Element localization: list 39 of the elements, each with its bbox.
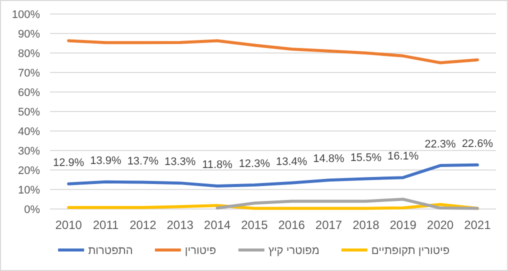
y-tick-label: 30% xyxy=(18,146,40,158)
legend-label: פיטורין xyxy=(184,245,216,257)
x-tick-label: 2017 xyxy=(315,218,342,232)
x-tick-label: 2010 xyxy=(55,218,82,232)
data-label: 13.7% xyxy=(127,155,159,168)
x-tick-label: 2011 xyxy=(92,218,119,232)
x-tick-label: 2013 xyxy=(166,218,194,232)
data-label: 11.8% xyxy=(202,158,233,171)
y-tick-label: 70% xyxy=(18,68,40,80)
data-label: 15.5% xyxy=(350,152,382,164)
y-tick-label: 50% xyxy=(18,106,40,118)
x-tick-label: 2016 xyxy=(278,218,306,232)
data-label: 13.9% xyxy=(90,154,122,167)
data-label: 14.8% xyxy=(313,153,345,166)
y-tick-label: 40% xyxy=(18,126,40,138)
y-tick-label: 20% xyxy=(18,165,40,177)
data-label: 12.3% xyxy=(238,158,270,170)
x-tick-label: 2021 xyxy=(464,218,492,232)
legend-label: פיטורין תקופתיים xyxy=(371,245,450,257)
data-label: 16.1% xyxy=(387,150,419,163)
y-tick-label: 0% xyxy=(24,204,40,216)
x-tick-label: 2012 xyxy=(130,218,157,232)
x-tick-label: 2019 xyxy=(390,218,417,232)
data-label: 13.4% xyxy=(276,156,308,168)
legend-label: התפטרות xyxy=(88,245,133,257)
y-tick-label: 10% xyxy=(18,184,40,196)
data-label: 12.9% xyxy=(52,156,84,169)
y-tick-label: 90% xyxy=(18,28,40,40)
y-tick-label: 100% xyxy=(12,9,40,21)
data-label: 22.6% xyxy=(462,138,494,150)
x-tick-label: 2015 xyxy=(241,218,268,232)
x-tick-label: 2020 xyxy=(426,218,454,232)
data-label: 13.3% xyxy=(164,156,196,168)
x-tick-label: 2014 xyxy=(204,218,231,232)
legend-label: מפוטרי קיץ xyxy=(268,245,320,257)
data-label: 22.3% xyxy=(424,138,456,151)
y-tick-label: 60% xyxy=(18,87,40,99)
y-tick-label: 80% xyxy=(18,48,40,60)
x-tick-label: 2018 xyxy=(352,218,380,232)
